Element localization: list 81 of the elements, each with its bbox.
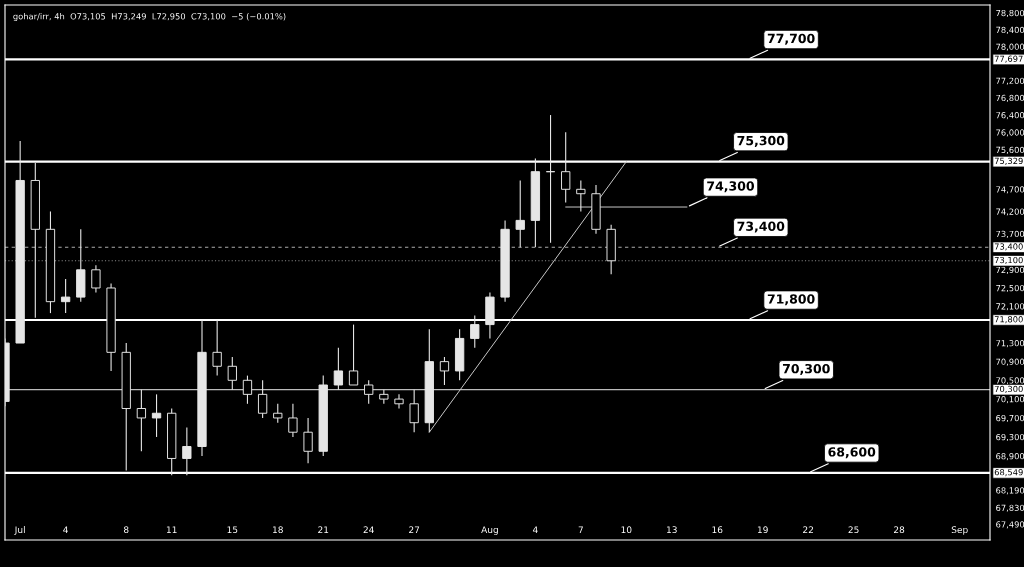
x-tick-label: 27 xyxy=(409,526,420,533)
y-tick-label: 74,200 xyxy=(996,208,1024,216)
y-tick-label: 69,700 xyxy=(996,414,1024,423)
candlestick xyxy=(242,375,253,405)
x-tick-label: 4 xyxy=(532,526,538,533)
x-tick-label: Jul xyxy=(14,526,25,535)
x-tick-label: 22 xyxy=(803,526,813,533)
candlestick xyxy=(257,379,268,419)
y-tick-label: 74,700 xyxy=(996,186,1024,194)
candlestick xyxy=(60,278,71,314)
x-tick-label: 18 xyxy=(273,526,283,534)
candlestick xyxy=(515,179,525,248)
y-tick-label: 69,300 xyxy=(996,433,1024,442)
candlestick xyxy=(409,389,419,433)
ref-line-label: 77,697 xyxy=(994,55,1023,63)
y-tick-label: 73,700 xyxy=(996,230,1024,238)
text: gohar/irr, 4h O73,105 H73,249 L72,950 C73,100 −5 (−0.01%) xyxy=(13,13,286,22)
y-tick-label: 72,100 xyxy=(996,303,1024,311)
candlestick xyxy=(91,264,101,294)
candlestick xyxy=(182,426,192,476)
candlestick xyxy=(348,324,359,386)
y-tick-label: 78,800 xyxy=(996,9,1024,18)
ref-line-label: 75,329 xyxy=(994,157,1023,165)
candlestick xyxy=(212,319,222,377)
ref-line-label: 73,400 xyxy=(994,243,1023,251)
x-tick-label: 4 xyxy=(63,526,68,533)
ref-line-label: 71,800 xyxy=(994,316,1023,324)
x-tick-label: 16 xyxy=(712,526,723,534)
annotation: 75,300 xyxy=(737,135,785,147)
candlestick xyxy=(470,314,480,349)
candlestick xyxy=(394,393,404,410)
y-tick-label: 67,830 xyxy=(996,504,1024,512)
x-tick-label: Aug xyxy=(481,526,498,535)
y-tick-label: 70,900 xyxy=(996,358,1024,366)
x-tick-label: 13 xyxy=(667,526,677,534)
x-tick-label: 8 xyxy=(123,526,129,534)
y-tick-label: 76,000 xyxy=(996,129,1024,137)
ref-line-label: 68,549 xyxy=(994,469,1023,477)
candlestick xyxy=(561,131,571,204)
y-tick-label: 78,400 xyxy=(996,26,1024,34)
x-tick-label: Sep xyxy=(951,526,968,535)
x-tick-label: 15 xyxy=(227,526,238,534)
y-tick-label: 71,300 xyxy=(996,340,1024,348)
y-tick-label: 67,490 xyxy=(996,521,1024,529)
candlestick xyxy=(576,179,586,213)
candlestick xyxy=(364,379,374,405)
candlestick xyxy=(227,356,237,391)
x-tick-label: 19 xyxy=(757,526,768,534)
x-tick-label: 24 xyxy=(363,526,374,533)
x-tick-label: 7 xyxy=(578,526,583,533)
y-tick-label: 70,500 xyxy=(996,377,1024,385)
annotation: 73,400 xyxy=(737,221,785,233)
y-tick-label: 77,200 xyxy=(996,77,1024,85)
annotation: 68,600 xyxy=(828,447,876,459)
annotation: 71,800 xyxy=(767,294,815,306)
x-tick-label: 11 xyxy=(166,526,177,533)
annotation: 77,700 xyxy=(767,33,815,45)
x-tick-label: 25 xyxy=(848,526,859,534)
candlestick xyxy=(151,393,162,438)
y-tick-label: 70,100 xyxy=(996,396,1024,404)
x-tick-label: 10 xyxy=(621,526,632,534)
annotation: 70,300 xyxy=(782,363,830,375)
y-tick-label: 68,900 xyxy=(996,453,1024,461)
y-tick-label: 76,800 xyxy=(996,94,1024,102)
candlestick xyxy=(136,389,147,452)
y-tick-label: 68,190 xyxy=(996,487,1024,495)
candlestick xyxy=(288,403,298,438)
ref-line-label: 73,100 xyxy=(994,256,1023,265)
y-tick-label: 78,000 xyxy=(996,43,1024,51)
candlestick xyxy=(273,403,283,424)
annotation: 74,300 xyxy=(707,181,755,193)
ref-line-label: 70,300 xyxy=(994,385,1023,393)
candlestick xyxy=(439,356,450,386)
candlestick xyxy=(333,347,344,391)
y-tick-label: 76,400 xyxy=(996,112,1024,120)
y-tick-label: 72,900 xyxy=(996,266,1024,274)
x-tick-label: 28 xyxy=(893,526,905,534)
y-tick-label: 75,600 xyxy=(996,146,1024,154)
x-tick-label: 21 xyxy=(318,526,329,533)
y-tick-label: 72,500 xyxy=(996,284,1024,293)
candlestick xyxy=(303,417,313,464)
